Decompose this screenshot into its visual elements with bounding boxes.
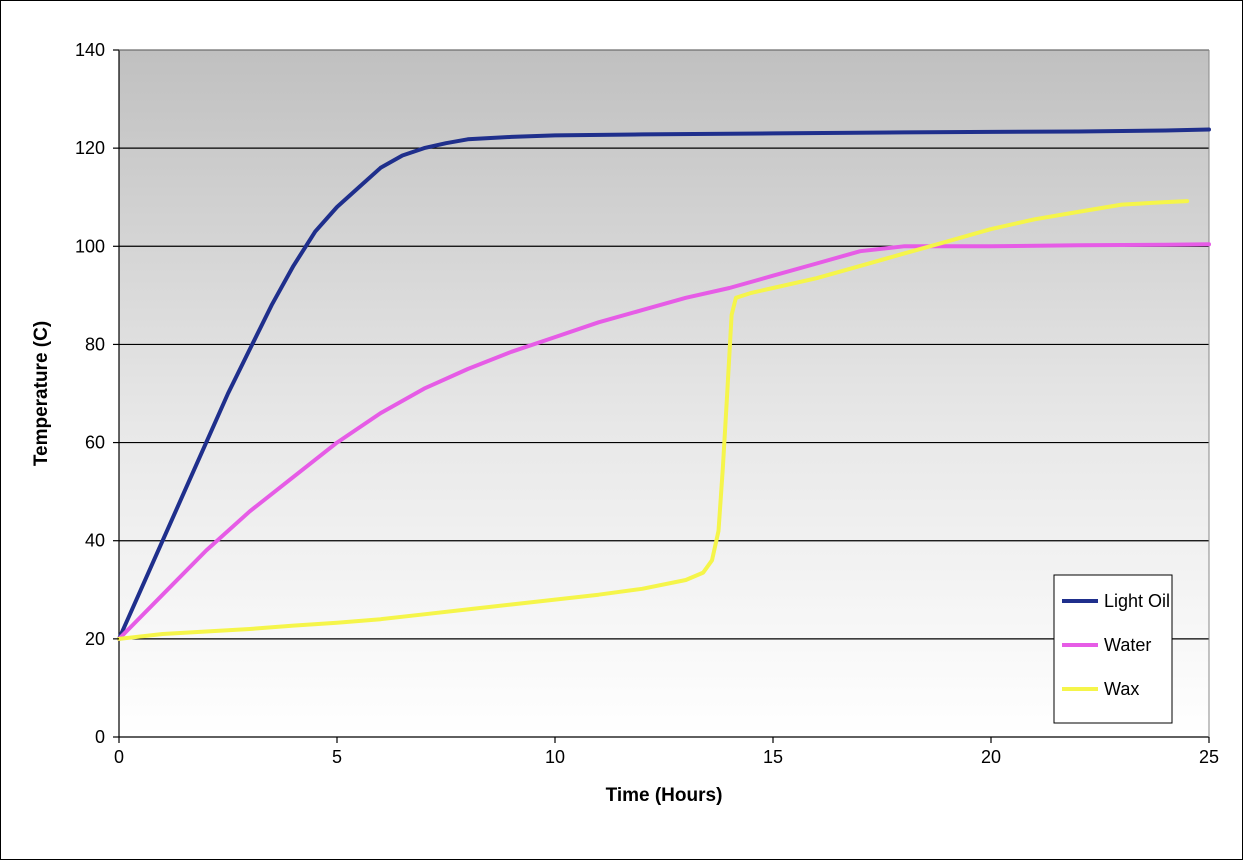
y-tick-label-100: 100: [75, 236, 105, 256]
x-tick-label-5: 5: [332, 747, 342, 767]
series-line-wax: [117, 199, 1190, 641]
legend-label-light-oil: Light Oil: [1104, 591, 1170, 611]
x-axis-title: Time (Hours): [606, 785, 723, 806]
y-tick-label-40: 40: [85, 531, 105, 551]
x-tick-label-10: 10: [545, 747, 565, 767]
x-tick-label-15: 15: [763, 747, 783, 767]
tick-labels: 0 20 40 60 80 100 120 140 0 5 10 15 20 25: [75, 40, 1219, 767]
y-tick-label-20: 20: [85, 629, 105, 649]
y-tick-label-0: 0: [95, 727, 105, 747]
y-tick-label-140: 140: [75, 40, 105, 60]
y-axis-title: Temperature (C): [31, 321, 52, 466]
y-tick-label-120: 120: [75, 138, 105, 158]
x-tick-label-0: 0: [114, 747, 124, 767]
axes: [118, 49, 1210, 738]
y-tick-label-80: 80: [85, 334, 105, 354]
plot-area: [119, 50, 1209, 737]
series-lines: [117, 127, 1211, 641]
series-line-light-oil: [117, 127, 1211, 641]
legend-label-water: Water: [1104, 635, 1151, 655]
y-tick-label-60: 60: [85, 433, 105, 453]
legend-label-wax: Wax: [1104, 679, 1139, 699]
x-tick-label-20: 20: [981, 747, 1001, 767]
legend: Light Oil Water Wax: [1053, 574, 1173, 724]
x-tick-label-25: 25: [1199, 747, 1219, 767]
